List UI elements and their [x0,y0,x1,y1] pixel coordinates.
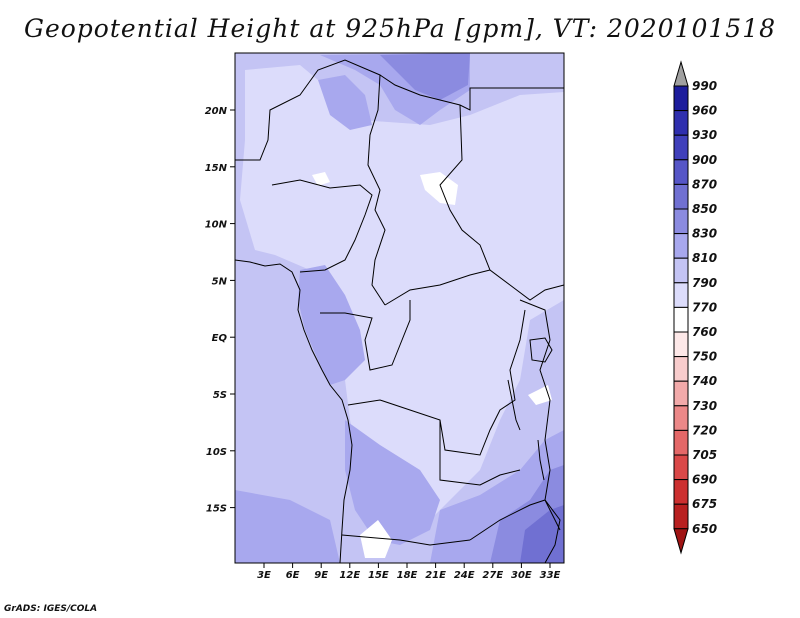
lon-label: 3E [257,570,271,581]
colorbar-top-arrow [673,60,689,87]
lat-label: EQ [212,333,228,344]
border-sudan [439,104,565,301]
border-angola-zambia [439,420,521,486]
colorbar-label: 690 [692,473,717,487]
lon-label: 24E [454,570,475,581]
colorbar-band [673,233,689,259]
lon-label: 15E [368,570,389,581]
map-frame [234,52,565,564]
colorbar-label: 870 [692,177,717,191]
field-760-zambia [528,385,552,405]
field-810-gabon [298,265,365,385]
colorbar-band [673,331,689,358]
field-760-niger [312,172,330,186]
lat-label: 10N [205,220,228,231]
colorbar-label: 960 [692,104,717,118]
colorbar-label: 900 [692,153,717,167]
colorbar-bottom-arrow [673,528,689,555]
colorbar-band [673,380,689,407]
plot-title: Geopotential Height at 925hPa [gpm], VT:… [23,14,777,43]
colorbar-band [673,503,689,530]
colorbar-band [673,257,689,284]
lat-label: 5S [213,390,227,401]
colorbar-band [673,134,689,161]
colorbar-label: 790 [692,276,717,290]
colorbar: 990 960 930 900 870 850 830 810 790 770 760 750 740 7… [673,60,717,555]
colorbar-band [673,454,689,481]
lon-label: 21E [425,570,446,581]
colorbar-band [673,479,689,505]
colorbar-label: 720 [692,423,717,437]
lat-label: 10S [206,447,227,458]
border-congo [320,300,411,371]
colorbar-label: 740 [692,374,717,388]
colorbar-band [673,429,689,456]
colorbar-band [673,405,689,431]
colorbar-label: 705 [692,448,717,462]
lon-label: 18E [397,570,418,581]
geopotential-field [235,53,564,563]
colorbar-label: 650 [692,522,717,536]
border-southeast [469,499,561,564]
field-760-angola [360,520,392,558]
lat-label: 5N [212,276,228,287]
lon-axis: 3E 6E 9E 12E 15E 18E 21E 24E 27E 30E 33E [257,563,561,581]
lat-axis: 20N 15N 10N 5N EQ 5S 10S 15S [205,106,235,515]
border-niger-chad [367,74,386,306]
border-car [384,269,491,306]
colorbar-label: 830 [692,227,717,241]
lat-label: 15S [206,504,227,515]
lake-tanganyika [507,379,521,431]
colorbar-label: 730 [692,399,717,413]
colorbar-band [673,85,689,112]
colorbar-band [673,159,689,185]
field-760-chad [420,172,458,205]
lon-label: 9E [314,570,328,581]
colorbar-label: 675 [692,497,717,511]
lon-label: 27E [482,570,503,581]
colorbar-label: 850 [692,202,717,216]
lon-label: 30E [511,570,532,581]
lat-label: 20N [205,106,228,117]
border-east [519,299,561,531]
coastline-west-africa [234,259,353,564]
colorbar-band [673,110,689,136]
colorbar-label: 770 [692,300,717,314]
lat-label: 15N [205,163,228,174]
lon-label: 6E [286,570,300,581]
colorbar-band [673,282,689,308]
border-namibia [341,534,471,546]
footer-credit: GrADS: IGES/COLA [4,604,98,614]
field-810-southwest [235,490,340,563]
field-830-north [380,53,470,100]
border-drc-south [347,309,526,456]
field-810-northwest [318,75,372,130]
border-nigeria [271,179,373,273]
field-810-angola [345,420,440,545]
colorbar-label: 930 [692,128,717,142]
colorbar-label: 990 [692,79,717,93]
lake-malawi [537,439,545,481]
colorbar-band [673,306,689,333]
colorbar-label: 760 [692,325,717,339]
lake-victoria [529,337,553,363]
colorbar-label: 750 [692,350,717,364]
colorbar-label: 810 [692,251,717,265]
coastlines-borders [234,59,565,564]
lon-label: 12E [339,570,360,581]
colorbar-band [673,208,689,235]
border-sahara [235,59,564,161]
lon-label: 33E [540,570,561,581]
colorbar-band [673,356,689,382]
colorbar-band [673,183,689,210]
